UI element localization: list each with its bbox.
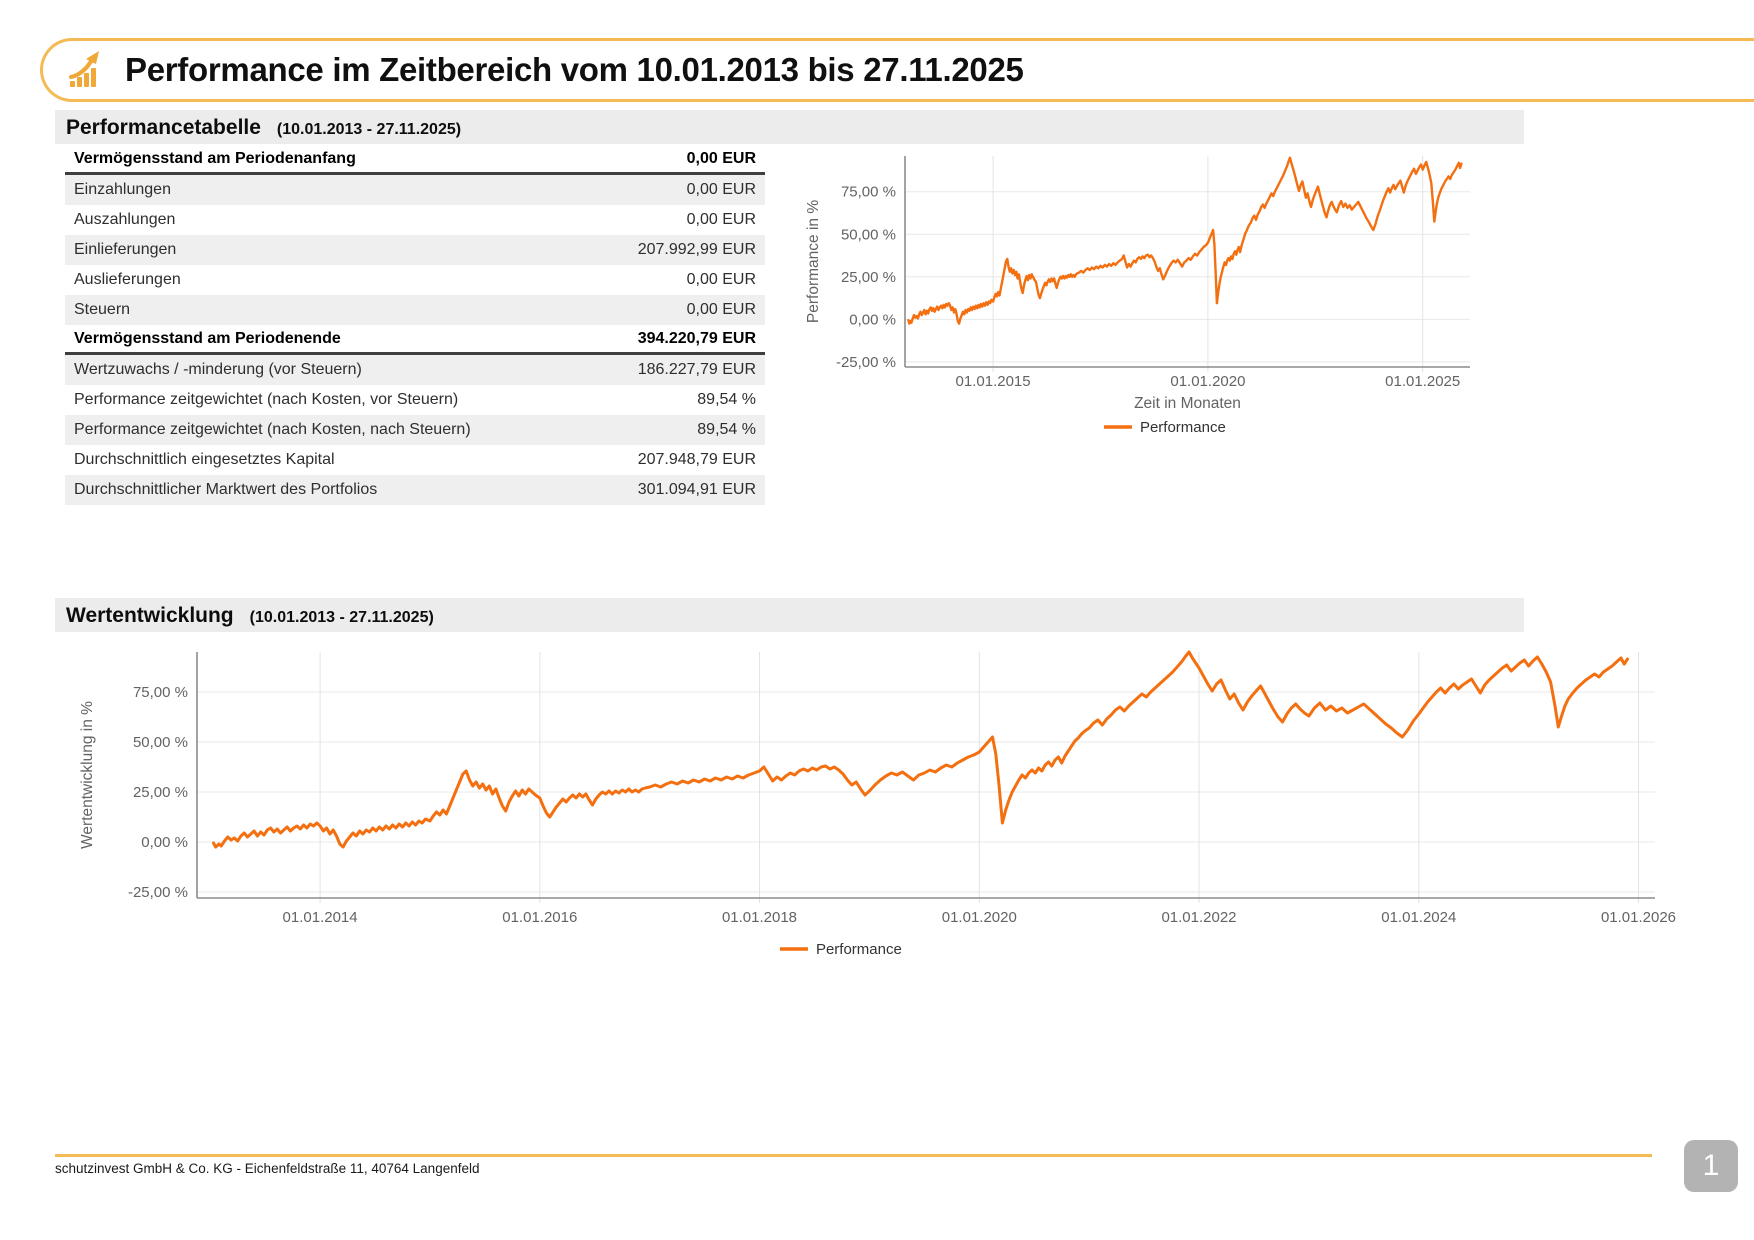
table-row: Auszahlungen 0,00 EUR: [65, 205, 765, 235]
row-value: 0,00 EUR: [686, 149, 756, 167]
y-tick-label: -25,00 %: [128, 884, 188, 901]
y-tick-label: 0,00 %: [849, 311, 896, 328]
footer-divider: [55, 1154, 1652, 1157]
y-tick-label: 50,00 %: [841, 226, 896, 243]
row-value: 89,54 %: [697, 391, 756, 408]
table-row: Wertzuwachs / -minderung (vor Steuern) 18…: [65, 355, 765, 385]
section-header-performancetabelle: Performancetabelle (10.01.2013 - 27.11.2…: [55, 110, 1524, 144]
row-label: Performance zeitgewichtet (nach Kosten, …: [74, 391, 459, 408]
growth-chart-icon: [68, 51, 99, 87]
table-row: Performance zeitgewichtet (nach Kosten, …: [65, 415, 765, 445]
table-row: Vermögensstand am Periodenende 394.220,79…: [65, 325, 765, 355]
table-row: Steuern 0,00 EUR: [65, 295, 765, 325]
row-value: 0,00 EUR: [686, 271, 756, 288]
page-number: 1: [1702, 1149, 1720, 1182]
legend-label: Performance: [816, 941, 902, 958]
x-tick-label: 01.01.2020: [1170, 373, 1245, 390]
y-axis-label: Performance in %: [805, 200, 822, 323]
row-label: Auslieferungen: [74, 271, 181, 288]
row-label: Wertzuwachs / -minderung (vor Steuern): [74, 361, 362, 378]
performance-line: [907, 156, 1463, 325]
x-tick-label: 01.01.2014: [283, 909, 358, 926]
row-label: Durchschnittlich eingesetztes Kapital: [74, 451, 335, 468]
x-tick-label: 01.01.2015: [956, 373, 1031, 390]
row-label: Durchschnittlicher Marktwert des Portfol…: [74, 481, 378, 498]
x-tick-label: 01.01.2020: [942, 909, 1017, 926]
table-row: Durchschnittlich eingesetztes Kapital 207…: [65, 445, 765, 475]
performance-overview-chart-area: -25,00 % 0,00 % 25,00 % 50,00 % 75,00 % 01.01…: [790, 148, 1510, 448]
row-value: 394.220,79 EUR: [637, 329, 756, 347]
section-period: (10.01.2013 - 27.11.2025): [249, 609, 434, 626]
x-tick-label: 01.01.2024: [1381, 909, 1456, 926]
section-title: Performancetabelle: [66, 116, 261, 139]
wertentwicklung-chart: -25,00 % 0,00 % 25,00 % 50,00 % 75,00 % 01.01…: [79, 650, 1676, 958]
x-tick-label: 01.01.2026: [1601, 909, 1676, 926]
row-label: Einlieferungen: [74, 241, 177, 258]
y-tick-label: 0,00 %: [141, 834, 188, 851]
x-tick-label: 01.01.2025: [1385, 373, 1460, 390]
footer-company: schutzinvest GmbH & Co. KG - Eichenfelds…: [55, 1161, 480, 1176]
row-value: 207.992,99 EUR: [637, 241, 756, 258]
row-value: 0,00 EUR: [686, 211, 756, 228]
performance-table: Vermögensstand am Periodenanfang 0,00 EUR…: [65, 145, 765, 505]
table-row: Auslieferungen 0,00 EUR: [65, 265, 765, 295]
performance-line: [212, 650, 1629, 849]
x-tick-label: 01.01.2016: [502, 909, 577, 926]
y-axis-label: Wertentwicklung in %: [79, 701, 96, 849]
page-title: Performance im Zeitbereich vom 10.01.201…: [125, 51, 1024, 88]
table-row: Vermögensstand am Periodenanfang 0,00 EUR: [65, 145, 765, 175]
x-tick-label: 01.01.2018: [722, 909, 797, 926]
row-label: Auszahlungen: [74, 211, 176, 228]
x-axis-label: Zeit in Monaten: [1134, 395, 1241, 412]
report-header: Performance im Zeitbereich vom 10.01.201…: [40, 38, 1754, 102]
y-tick-label: 75,00 %: [841, 184, 896, 201]
legend-label: Performance: [1140, 419, 1226, 436]
row-value: 186.227,79 EUR: [637, 361, 756, 378]
x-tick-label: 01.01.2022: [1161, 909, 1236, 926]
table-row: Einlieferungen 207.992,99 EUR: [65, 235, 765, 265]
section-header-wertentwicklung: Wertentwicklung (10.01.2013 - 27.11.2025…: [55, 598, 1524, 632]
y-tick-label: 25,00 %: [841, 269, 896, 286]
y-tick-label: 75,00 %: [133, 684, 188, 701]
row-label: Vermögensstand am Periodenanfang: [74, 149, 356, 167]
y-tick-label: 25,00 %: [133, 784, 188, 801]
table-row: Performance zeitgewichtet (nach Kosten, …: [65, 385, 765, 415]
performance-overview-chart: -25,00 % 0,00 % 25,00 % 50,00 % 75,00 % 01.01…: [805, 156, 1470, 436]
row-value: 89,54 %: [697, 421, 756, 438]
row-value: 207.948,79 EUR: [637, 451, 756, 468]
wertentwicklung-chart-area: -25,00 % 0,00 % 25,00 % 50,00 % 75,00 % 01.01…: [50, 642, 1710, 987]
row-label: Einzahlungen: [74, 181, 171, 198]
row-value: 301.094,91 EUR: [637, 481, 756, 498]
section-title: Wertentwicklung: [66, 604, 234, 627]
row-label: Steuern: [74, 301, 131, 318]
y-tick-label: -25,00 %: [836, 354, 896, 371]
row-value: 0,00 EUR: [686, 301, 756, 318]
y-tick-label: 50,00 %: [133, 734, 188, 751]
page-number-badge: 1: [1684, 1140, 1738, 1192]
row-value: 0,00 EUR: [686, 181, 756, 198]
table-row: Durchschnittlicher Marktwert des Portfol…: [65, 475, 765, 505]
table-row: Einzahlungen 0,00 EUR: [65, 175, 765, 205]
row-label: Performance zeitgewichtet (nach Kosten, …: [74, 421, 471, 438]
row-label: Vermögensstand am Periodenende: [74, 329, 341, 347]
section-period: (10.01.2013 - 27.11.2025): [276, 121, 462, 138]
